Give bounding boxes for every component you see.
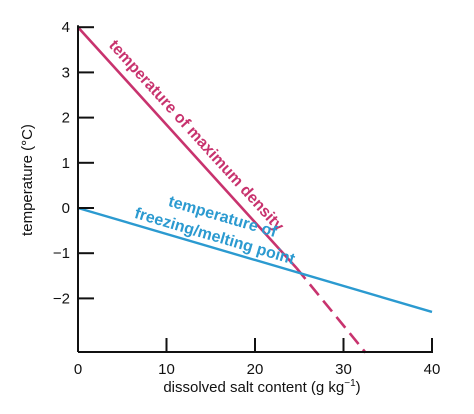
x-axis-title: dissolved salt content (g kg−1): [163, 378, 360, 396]
y-tick-label: 0: [62, 200, 70, 217]
x-tick-label: 40: [424, 361, 441, 378]
y-tick-label: 2: [62, 110, 70, 127]
x-tick-label: 20: [247, 361, 264, 378]
y-tick-label: −1: [53, 245, 70, 262]
y-tick-label: 1: [62, 155, 70, 172]
y-tick-label: 3: [62, 64, 70, 81]
y-axis-title: temperature (°C): [19, 124, 36, 236]
series-line-freezing-point: [77, 206, 433, 314]
x-tick-label: 0: [74, 361, 82, 378]
series-line-max-density: [77, 26, 298, 269]
x-tick-label: 30: [335, 361, 352, 378]
series-line-max-density-extrapolated: [295, 267, 367, 354]
x-axis-title-close: ): [356, 379, 361, 396]
y-tick-label: 4: [62, 19, 70, 36]
y-tick-label: −2: [53, 290, 70, 307]
plot-area: temperature of maximum densitytemperatur…: [77, 26, 433, 354]
x-axis-title-exponent: −1: [344, 378, 356, 389]
x-tick-label: 10: [158, 361, 175, 378]
x-axis-title-text: dissolved salt content (g kg: [163, 379, 344, 396]
